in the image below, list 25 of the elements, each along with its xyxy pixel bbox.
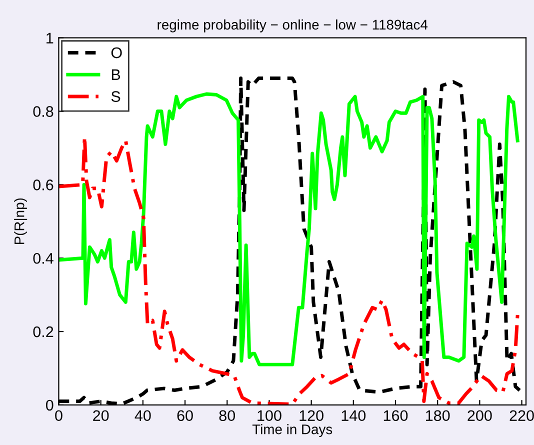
y-tick-label: 0.6 (33, 180, 54, 190)
line-series (58, 92, 520, 366)
x-tick-label: 220 (510, 410, 534, 422)
y-axis-title: P(R|np) (14, 198, 28, 244)
x-tick-label: 80 (219, 410, 236, 422)
chart-title: regime probability − online − low − 1189tac4 (158, 19, 428, 32)
x-tick-label: 60 (177, 410, 193, 422)
x-tick-label: 120 (300, 410, 324, 422)
y-tick-label: 0.2 (33, 326, 54, 338)
x-tick-label: 20 (93, 410, 109, 422)
y-tick-label: 0.4 (33, 252, 54, 264)
legend-label: B (112, 69, 120, 80)
y-tick-label: 1 (46, 32, 54, 44)
x-tick-label: 100 (258, 410, 282, 422)
y-tick-label: 0.8 (33, 106, 54, 117)
x-tick-label: 180 (426, 410, 450, 422)
x-tick-label: 200 (468, 410, 492, 422)
y-tick-label: 0 (46, 400, 54, 411)
x-tick-label: 0 (55, 410, 62, 422)
x-tick-label: 140 (342, 410, 366, 422)
legend-label: S (111, 91, 120, 102)
x-tick-label: 40 (134, 410, 151, 422)
x-tick-label: 160 (384, 410, 408, 422)
x-axis-title: Time in Days (252, 424, 332, 437)
legend-label: O (111, 47, 122, 58)
